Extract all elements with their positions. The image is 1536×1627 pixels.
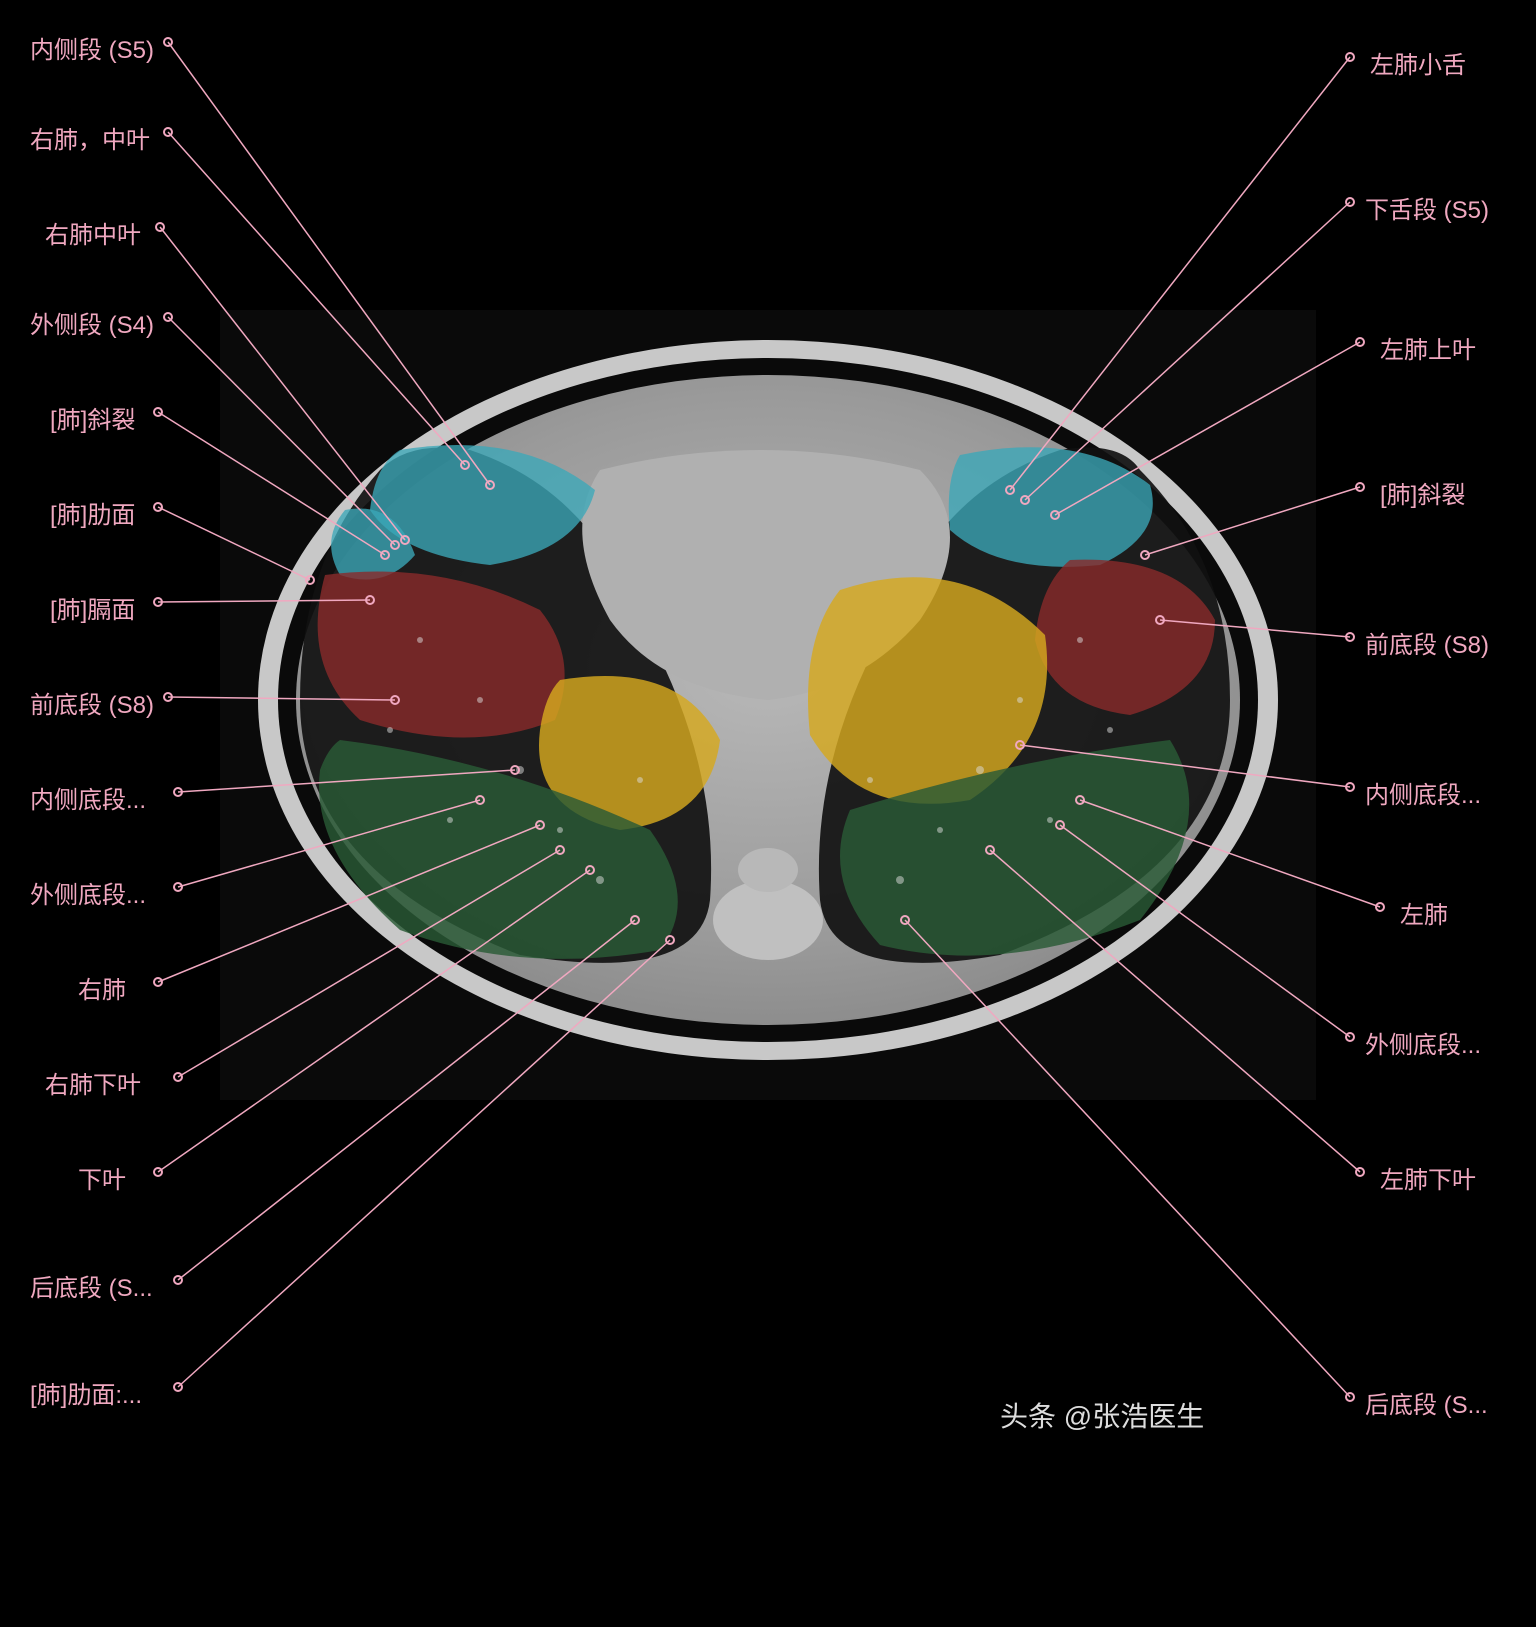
anatomy-label-r1: 左肺小舌 [1370,45,1466,80]
target-marker-r10 [900,915,910,925]
label-marker-l1 [163,37,173,47]
label-marker-l3 [155,222,165,232]
anatomy-label-r8: 外侧底段... [1365,1025,1481,1060]
anatomy-label-r5: 前底段 (S8) [1365,625,1489,660]
target-marker-r7 [1075,795,1085,805]
target-marker-l1 [485,480,495,490]
anatomy-label-l14: 后底段 (S... [30,1268,153,1303]
anatomy-label-l1: 内侧段 (S5) [30,30,154,65]
anatomy-label-l9: 内侧底段... [30,780,146,815]
target-marker-l3 [400,535,410,545]
anatomy-label-r7: 左肺 [1400,895,1448,930]
label-marker-l8 [163,692,173,702]
label-marker-l14 [173,1275,183,1285]
anatomy-label-l8: 前底段 (S8) [30,685,154,720]
label-marker-r5 [1345,632,1355,642]
label-marker-l9 [173,787,183,797]
label-marker-l5 [153,407,163,417]
target-marker-r8 [1055,820,1065,830]
anatomy-label-r4: [肺]斜裂 [1380,475,1465,510]
anatomy-label-r10: 后底段 (S... [1365,1385,1488,1420]
label-marker-r4 [1355,482,1365,492]
label-marker-r7 [1375,902,1385,912]
anatomy-label-r3: 左肺上叶 [1380,330,1476,365]
target-marker-l9 [510,765,520,775]
label-marker-r2 [1345,197,1355,207]
target-marker-r9 [985,845,995,855]
target-marker-l12 [555,845,565,855]
anatomy-label-l2: 右肺，中叶 [30,120,150,155]
target-marker-l4 [390,540,400,550]
label-marker-l4 [163,312,173,322]
labels-layer: 内侧段 (S5) 右肺，中叶右肺中叶外侧段 (S4) [肺]斜裂 [肺]肋面 [肺]膈面… [0,0,1536,1627]
target-marker-l11 [535,820,545,830]
target-marker-r2 [1020,495,1030,505]
label-marker-l15 [173,1382,183,1392]
target-marker-r3 [1050,510,1060,520]
anatomy-label-l5: [肺]斜裂 [50,400,135,435]
label-marker-l7 [153,597,163,607]
target-marker-l5 [380,550,390,560]
target-marker-r5 [1155,615,1165,625]
anatomy-label-l11: 右肺 [78,970,126,1005]
anatomy-label-r9: 左肺下叶 [1380,1160,1476,1195]
anatomy-label-l6: [肺]肋面 [50,495,135,530]
anatomy-label-l10: 外侧底段... [30,875,146,910]
label-marker-l13 [153,1167,163,1177]
anatomy-label-l3: 右肺中叶 [45,215,141,250]
label-marker-r6 [1345,782,1355,792]
anatomy-label-l13: 下叶 [78,1160,126,1195]
target-marker-r4 [1140,550,1150,560]
target-marker-l2 [460,460,470,470]
target-marker-l6 [305,575,315,585]
target-marker-r6 [1015,740,1025,750]
label-marker-r9 [1355,1167,1365,1177]
label-marker-l11 [153,977,163,987]
label-marker-r10 [1345,1392,1355,1402]
target-marker-l14 [630,915,640,925]
anatomy-label-r6: 内侧底段... [1365,775,1481,810]
target-marker-l8 [390,695,400,705]
anatomy-label-l7: [肺]膈面 [50,590,135,625]
target-marker-l13 [585,865,595,875]
label-marker-r3 [1355,337,1365,347]
target-marker-l7 [365,595,375,605]
anatomy-label-r2: 下舌段 (S5) [1365,190,1489,225]
target-marker-r1 [1005,485,1015,495]
label-marker-l12 [173,1072,183,1082]
label-marker-r1 [1345,52,1355,62]
target-marker-l10 [475,795,485,805]
label-marker-l10 [173,882,183,892]
target-marker-l15 [665,935,675,945]
anatomy-label-l12: 右肺下叶 [45,1065,141,1100]
anatomy-label-l15: [肺]肋面:... [30,1375,142,1410]
anatomy-label-l4: 外侧段 (S4) [30,305,154,340]
label-marker-l2 [163,127,173,137]
label-marker-r8 [1345,1032,1355,1042]
label-marker-l6 [153,502,163,512]
